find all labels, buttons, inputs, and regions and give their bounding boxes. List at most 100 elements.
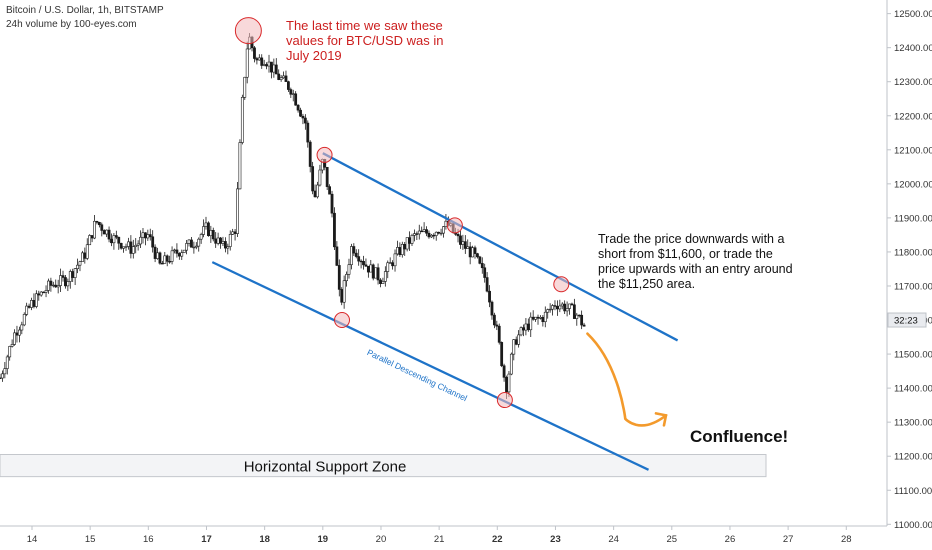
- candle: [71, 271, 75, 278]
- candle: [236, 188, 239, 234]
- touch-point-circle: [553, 276, 570, 293]
- candle: [490, 301, 494, 316]
- candle: [468, 246, 472, 258]
- candle: [25, 305, 29, 315]
- y-tick-label: 11900.00: [894, 213, 932, 224]
- candle: [405, 237, 409, 250]
- y-tick-label: 11800.00: [894, 247, 932, 258]
- annotation-last-time: The last time we saw these values for BT…: [286, 18, 444, 63]
- y-tick-label: 11100.00: [894, 486, 932, 497]
- x-tick-label: 28: [841, 534, 852, 545]
- candle: [415, 233, 419, 235]
- touch-point-circle: [446, 217, 463, 234]
- candle: [182, 249, 186, 253]
- candle: [13, 332, 16, 345]
- candle: [347, 264, 351, 275]
- candle: [480, 263, 484, 269]
- projection-arrow: [586, 332, 668, 427]
- candle: [144, 232, 147, 239]
- channel-lower-line[interactable]: [211, 261, 650, 471]
- candle: [531, 316, 535, 320]
- candle: [495, 324, 499, 327]
- candle: [49, 280, 53, 286]
- price-axis-background: [887, 0, 932, 550]
- candle: [282, 75, 285, 79]
- candle: [432, 234, 436, 237]
- candle: [10, 344, 14, 347]
- y-tick-label: 12500.00: [894, 9, 932, 20]
- candle: [519, 327, 523, 336]
- candle: [509, 353, 513, 375]
- candle: [572, 304, 576, 319]
- candle: [478, 256, 482, 264]
- y-tick-label: 11000.00: [894, 520, 932, 531]
- annotation-line: Trade the price downwards with a: [598, 232, 785, 246]
- candle: [265, 64, 268, 67]
- x-tick-label: 26: [725, 534, 736, 545]
- candle: [20, 324, 24, 331]
- candle: [488, 290, 491, 303]
- y-tick-label: 12100.00: [894, 145, 932, 156]
- y-tick-label: 12200.00: [894, 111, 932, 122]
- candle: [17, 329, 21, 336]
- candle: [173, 249, 176, 252]
- candle: [369, 264, 373, 273]
- candle: [228, 234, 232, 247]
- candle: [386, 262, 390, 272]
- annotation-line: price upwards with an entry around: [598, 262, 793, 276]
- candle: [223, 241, 227, 249]
- x-tick-label: 24: [608, 534, 619, 545]
- candle: [194, 245, 198, 248]
- candle: [393, 253, 397, 267]
- candle: [556, 305, 559, 310]
- candle: [345, 274, 348, 282]
- candle: [158, 252, 162, 264]
- candle: [546, 309, 550, 313]
- candle: [313, 190, 317, 198]
- candle: [577, 314, 581, 317]
- y-tick-label: 11700.00: [894, 281, 932, 292]
- channel-upper-line[interactable]: [322, 152, 679, 342]
- candle: [85, 244, 89, 259]
- candle: [388, 262, 392, 264]
- annotation-line: values for BTC/USD was in: [286, 33, 444, 48]
- candle: [88, 235, 92, 246]
- candle: [231, 231, 235, 235]
- candle: [83, 252, 87, 259]
- candle: [311, 166, 315, 192]
- candle: [165, 255, 169, 262]
- y-tick-label: 11200.00: [894, 452, 932, 463]
- x-tick-label: 14: [27, 534, 38, 545]
- candle: [473, 247, 477, 254]
- candle: [39, 291, 43, 296]
- candle: [160, 262, 164, 265]
- candle: [330, 193, 334, 214]
- candle: [303, 117, 307, 124]
- touch-point-circle: [316, 146, 333, 163]
- candle: [226, 246, 230, 249]
- candle: [51, 284, 55, 287]
- candle: [30, 300, 33, 308]
- candle: [151, 236, 155, 248]
- x-tick-label: 18: [259, 534, 270, 545]
- candle: [541, 317, 545, 323]
- candle: [56, 285, 60, 288]
- candle: [306, 122, 310, 143]
- candle: [539, 317, 542, 319]
- candle: [3, 368, 7, 375]
- candle: [107, 229, 111, 240]
- symbol-title: Bitcoin / U.S. Dollar, 1h, BITSTAMP: [6, 5, 164, 16]
- current-price-marker: [887, 312, 927, 328]
- candle: [277, 73, 281, 80]
- candle: [563, 303, 567, 312]
- support-zone-label: Horizontal Support Zone: [244, 459, 407, 476]
- candle: [505, 377, 508, 393]
- candle: [180, 252, 184, 257]
- candle: [27, 305, 31, 308]
- candle: [434, 231, 438, 236]
- candle: [364, 264, 368, 267]
- candle: [568, 303, 571, 309]
- candle: [420, 230, 424, 233]
- candle: [272, 64, 276, 73]
